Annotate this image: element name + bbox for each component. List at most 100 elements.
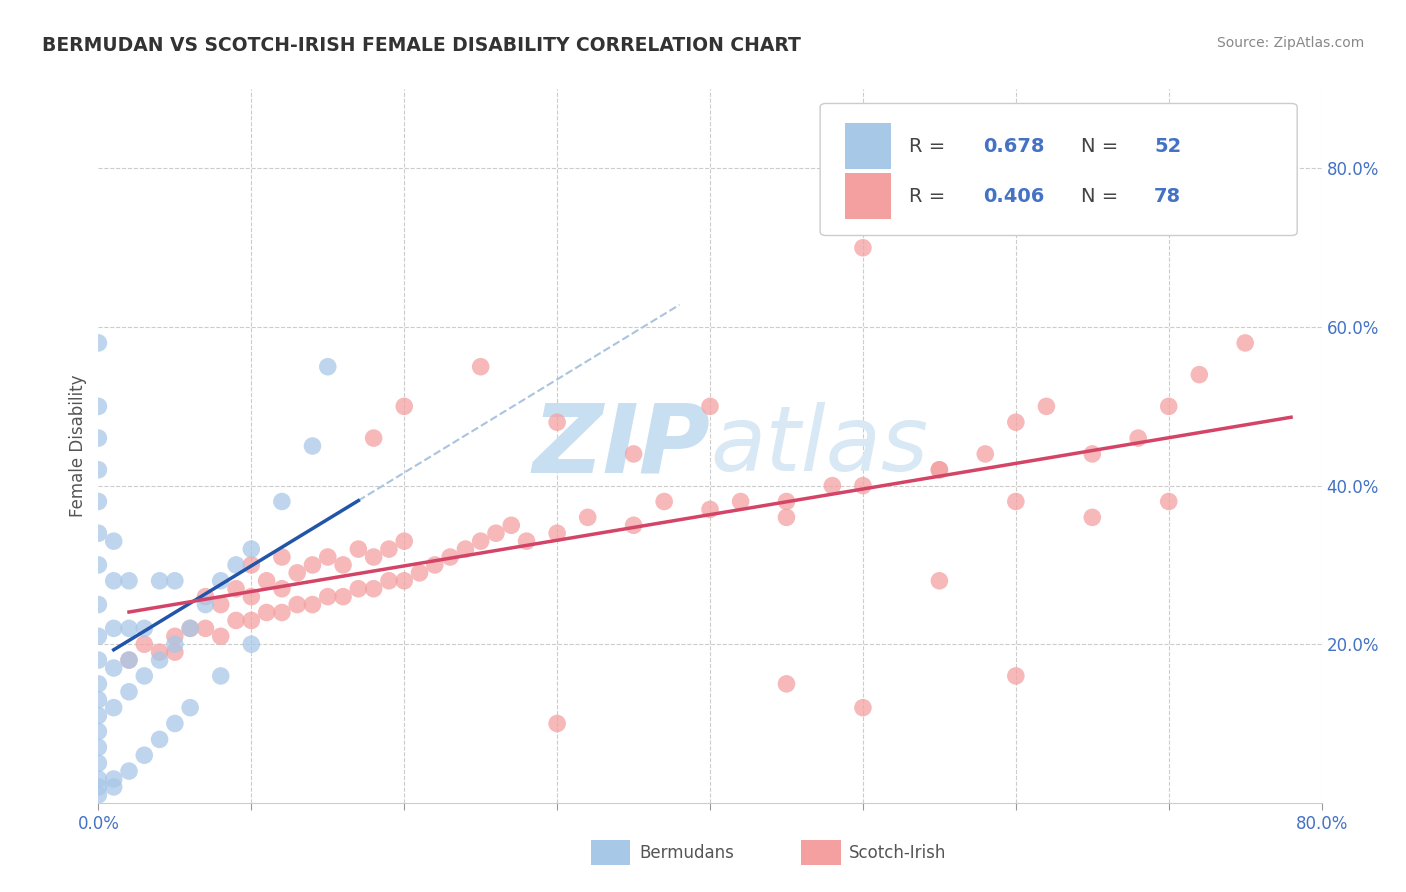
Point xyxy=(134,748,156,763)
Y-axis label: Female Disability: Female Disability xyxy=(69,375,87,517)
Point xyxy=(775,510,797,524)
Point xyxy=(392,534,416,549)
Point xyxy=(1081,510,1104,524)
Point xyxy=(163,645,186,659)
Point xyxy=(652,494,675,508)
Point xyxy=(87,756,110,771)
Point xyxy=(775,677,797,691)
Point xyxy=(179,621,201,635)
Text: atlas: atlas xyxy=(710,402,928,490)
Point xyxy=(852,241,875,255)
Bar xyxy=(845,173,891,219)
Point xyxy=(454,542,477,557)
Point xyxy=(546,526,568,541)
Point xyxy=(87,772,110,786)
Point xyxy=(103,574,125,588)
Point xyxy=(470,359,492,374)
Text: R =: R = xyxy=(910,136,952,156)
Point xyxy=(87,400,110,414)
Point xyxy=(163,629,186,643)
Point xyxy=(363,549,385,564)
Point xyxy=(149,645,172,659)
Point xyxy=(301,558,323,572)
Point xyxy=(1004,415,1026,429)
Point xyxy=(1188,368,1211,382)
Point xyxy=(118,653,141,667)
Point xyxy=(347,542,370,557)
Point xyxy=(118,574,141,588)
Point xyxy=(87,526,110,541)
Point xyxy=(87,677,110,691)
Point xyxy=(163,716,186,731)
Point xyxy=(316,549,339,564)
Point xyxy=(149,574,172,588)
Point xyxy=(87,692,110,706)
Point xyxy=(209,574,232,588)
Text: R =: R = xyxy=(910,186,952,206)
Point xyxy=(87,431,110,445)
Point xyxy=(332,558,354,572)
Point xyxy=(87,463,110,477)
Text: N =: N = xyxy=(1081,136,1125,156)
Point xyxy=(775,494,797,508)
Bar xyxy=(845,123,891,169)
Point xyxy=(87,598,110,612)
Point xyxy=(378,574,401,588)
FancyBboxPatch shape xyxy=(820,103,1298,235)
Point xyxy=(270,582,292,596)
Point xyxy=(576,510,599,524)
Point xyxy=(179,700,201,714)
Point xyxy=(270,549,292,564)
Point xyxy=(163,574,186,588)
Point xyxy=(485,526,508,541)
Point xyxy=(103,621,125,635)
Point xyxy=(163,637,186,651)
Point xyxy=(103,534,125,549)
Point xyxy=(392,400,416,414)
Point xyxy=(149,732,172,747)
Point xyxy=(301,598,323,612)
Point xyxy=(1234,335,1257,350)
Point xyxy=(240,558,263,572)
Point xyxy=(103,780,125,794)
Point xyxy=(852,700,875,714)
Point xyxy=(316,359,339,374)
Point xyxy=(225,558,247,572)
Point xyxy=(240,590,263,604)
Point xyxy=(240,614,263,628)
Point xyxy=(316,590,339,604)
Point xyxy=(546,716,568,731)
Point xyxy=(87,494,110,508)
Point xyxy=(378,542,401,557)
Point xyxy=(1081,447,1104,461)
Point xyxy=(209,629,232,643)
Point xyxy=(546,415,568,429)
Text: Scotch-Irish: Scotch-Irish xyxy=(849,844,946,862)
Point xyxy=(87,629,110,643)
Point xyxy=(118,621,141,635)
Point xyxy=(516,534,538,549)
Text: Bermudans: Bermudans xyxy=(640,844,734,862)
Point xyxy=(1004,494,1026,508)
Point xyxy=(209,669,232,683)
Point xyxy=(332,590,354,604)
Point xyxy=(285,598,308,612)
Point xyxy=(974,447,997,461)
Point xyxy=(1035,400,1057,414)
Point xyxy=(209,598,232,612)
Text: 78: 78 xyxy=(1154,186,1181,206)
Point xyxy=(240,542,263,557)
Point xyxy=(821,478,844,492)
Point xyxy=(103,772,125,786)
Point xyxy=(87,724,110,739)
Text: Source: ZipAtlas.com: Source: ZipAtlas.com xyxy=(1216,36,1364,50)
Point xyxy=(87,558,110,572)
Point xyxy=(225,582,247,596)
Text: 52: 52 xyxy=(1154,136,1181,156)
Point xyxy=(256,606,278,620)
Point xyxy=(87,335,110,350)
Text: ZIP: ZIP xyxy=(531,400,710,492)
Point xyxy=(928,463,950,477)
Point xyxy=(270,494,292,508)
Text: N =: N = xyxy=(1081,186,1125,206)
